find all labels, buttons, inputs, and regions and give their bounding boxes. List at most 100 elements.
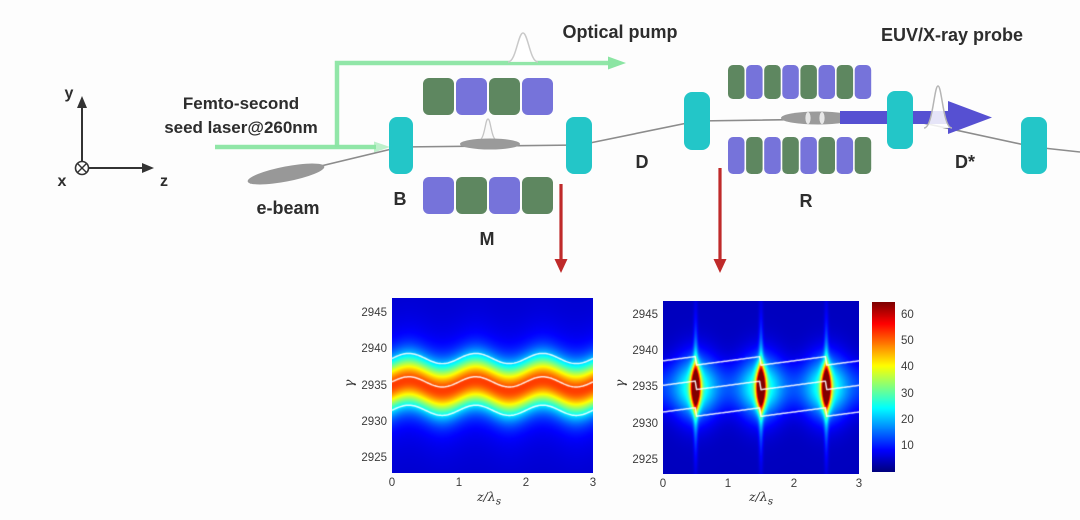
x-axis-cross-icon [77,163,87,173]
modulator-exit-block [566,117,592,174]
modulator-magnet [522,177,553,214]
z-axis-label: z [160,173,168,190]
radiator-magnet [782,65,799,99]
radiator-magnet [746,137,763,174]
colorbar-tick: 50 [901,335,914,347]
x-axis-label-main: z/λ [476,489,496,504]
colorbar-tick: 60 [901,309,914,321]
radiator-magnet [728,137,745,174]
radiator-magnet [854,65,872,99]
x-tick: 1 [455,477,463,489]
radiator-magnet [854,137,872,174]
y-tick: 2925 [361,452,387,464]
y-tick: 2940 [361,343,387,355]
modulator-m-label: M [480,229,495,249]
y-axis-label: γ [342,379,358,388]
seed-laser-label-line1: Femto-second [183,94,299,113]
seed-laser-arrowhead-icon [374,141,390,153]
heatmap-microbunched-beam-canvas [663,301,859,474]
optical-pump-label: Optical pump [562,22,677,42]
microbunched-ebeam-ellipse [781,111,855,125]
ebeam-label: e-beam [256,198,319,218]
fel-schematic: y x z [58,22,1080,273]
seed-laser-label-line2: seed laser@260nm [164,118,318,137]
chicane-b-block [389,117,413,174]
y-tick: 2925 [632,454,658,466]
y-tick: 2945 [361,307,387,319]
x-axis-label: x [58,173,67,190]
radiator-r [728,65,872,174]
phase-space-pointer-right [713,168,727,273]
x-tick: 3 [855,478,863,490]
y-axis-label: y [65,85,74,102]
ebeam-ellipse [247,163,325,185]
y-tick: 2935 [361,380,387,392]
colorbar-tick: 10 [901,440,914,452]
radiator-magnet [800,65,817,99]
heatmap-microbunched-beam [663,301,859,474]
x-axis-label-sub: s [767,495,774,508]
radiator-magnet [764,137,781,174]
optical-pump-arrowhead-icon [608,56,626,70]
y-tick: 2935 [632,381,658,393]
modulated-ebeam-ellipse [460,138,520,150]
radiator-magnet [782,137,799,174]
modulator-magnet [456,177,487,214]
modulator-magnet [423,177,454,214]
x-axis-label-main: z/λ [748,489,768,504]
phase-space-pointer-left [554,184,568,273]
y-axis-label: γ [613,379,629,388]
euv-xray-arrow [840,101,992,134]
modulator-magnet [489,177,520,214]
modulator-magnet [423,78,454,115]
pump-pulse-icon [507,32,539,63]
heatmap-modulated-beam [392,298,593,473]
radiator-magnet [728,65,745,99]
colorbar [872,302,895,472]
colorbar-tick: 30 [901,388,914,400]
x-axis-label: z/λs [454,489,524,508]
colorbar-tick: 20 [901,414,914,426]
radiator-magnet [836,65,854,99]
drift-d-label: D [636,152,649,172]
y-tick: 2930 [361,416,387,428]
modulator-magnet [489,78,520,115]
radiator-entry-block [684,92,710,150]
modulator-magnet [522,78,553,115]
x-tick: 1 [724,478,732,490]
y-tick: 2940 [632,345,658,357]
radiator-r-label: R [800,191,813,211]
red-arrowhead-icon [713,259,727,273]
colorbar-tick: 40 [901,361,914,373]
radiator-magnet [818,65,835,99]
coordinate-axes: y x z [58,85,168,190]
beam-dump-block [1021,117,1047,174]
z-axis-arrowhead-icon [142,163,154,173]
x-tick: 0 [659,478,667,490]
bunch-gap-icon [819,112,825,124]
radiator-exit-block [887,91,913,149]
x-tick: 0 [388,477,396,489]
drift-dstar-label: D* [955,152,975,172]
colorbar-canvas [872,302,895,472]
radiator-magnet [800,137,817,174]
radiator-magnet [818,137,835,174]
x-axis-label: z/λs [726,489,796,508]
radiator-magnet [836,137,854,174]
bunch-gap-icon [805,112,811,124]
optical-pump-beam [334,60,610,147]
euv-probe-label: EUV/X-ray probe [881,25,1023,45]
modulator-m [423,78,553,214]
modulator-magnet [456,78,487,115]
x-axis-label-sub: s [495,495,502,508]
red-arrowhead-icon [554,259,568,273]
seed-pulse-icon [477,118,499,142]
radiator-magnet [746,65,763,99]
heatmap-modulated-beam-canvas [392,298,593,473]
chicane-b-label: B [394,189,407,209]
microbunched-ebeam [781,111,855,125]
x-tick: 2 [790,478,798,490]
x-tick: 2 [522,477,530,489]
y-tick: 2945 [632,309,658,321]
